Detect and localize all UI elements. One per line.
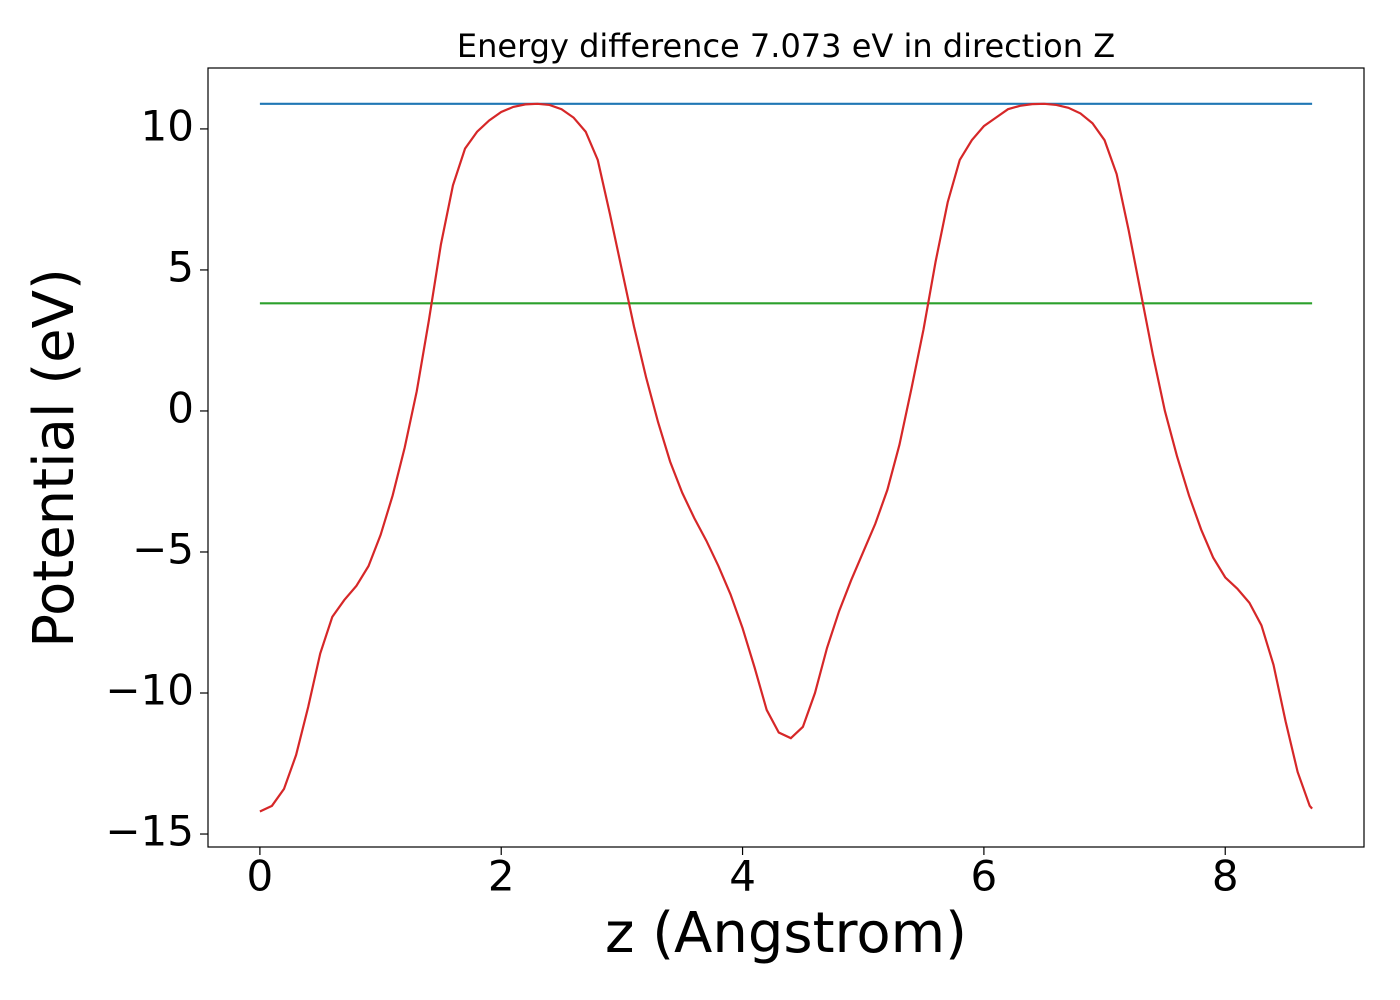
y-tick-label: 0 bbox=[167, 383, 194, 432]
chart-title: Energy difference 7.073 eV in direction … bbox=[457, 27, 1115, 65]
x-axis-label: z (Angstrom) bbox=[605, 901, 967, 966]
y-tick-label: 5 bbox=[167, 242, 194, 291]
x-tick-label: 6 bbox=[971, 852, 998, 901]
y-tick-label: −15 bbox=[105, 807, 194, 856]
y-tick-label: −5 bbox=[132, 524, 194, 573]
x-tick-label: 4 bbox=[729, 852, 756, 901]
x-tick-label: 2 bbox=[488, 852, 515, 901]
y-axis-label: Potential (eV) bbox=[22, 268, 87, 648]
y-tick-label: −10 bbox=[105, 666, 194, 715]
x-tick-label: 0 bbox=[247, 852, 274, 901]
y-tick-label: 10 bbox=[141, 101, 194, 150]
plot-frame bbox=[207, 67, 1365, 848]
x-tick-label: 8 bbox=[1212, 852, 1239, 901]
line-series bbox=[259, 102, 1313, 813]
